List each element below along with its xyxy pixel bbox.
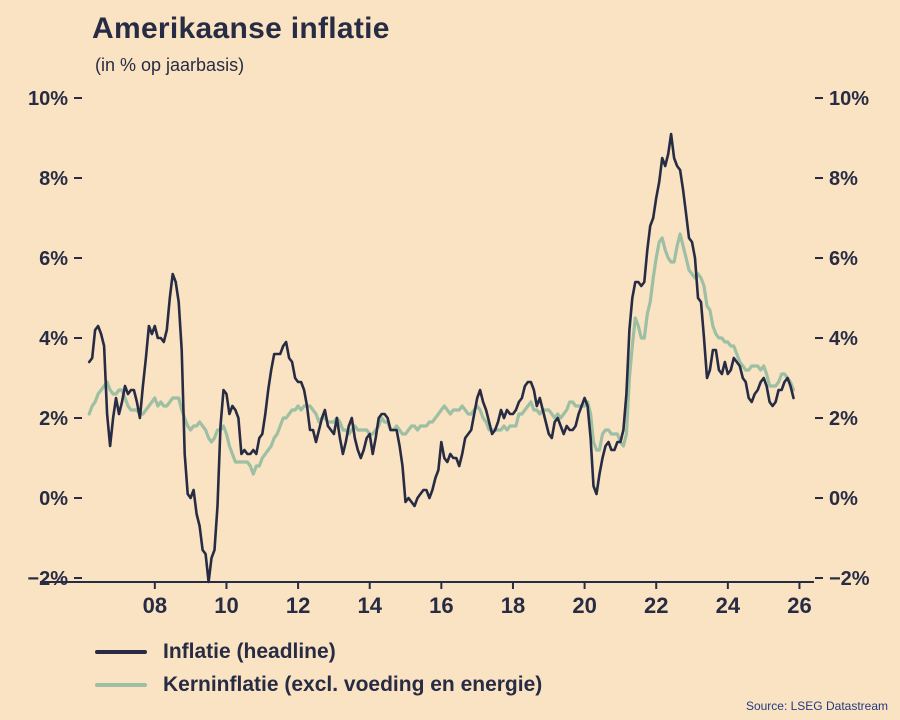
y-axis-right: 10% 8% 6% 4% 2% 0% −2%	[815, 88, 870, 590]
y-axis-tick-label: 4%	[39, 328, 68, 350]
y-axis-tick-label: 10%	[829, 88, 869, 110]
legend: Inflatie (headline) Kerninflatie (excl. …	[95, 640, 542, 697]
x-axis-tick-label: 14	[357, 593, 382, 618]
chart-subtitle: (in % op jaarbasis)	[95, 55, 245, 75]
x-axis-tick-label: 24	[716, 593, 741, 618]
headline-series-line	[87, 132, 795, 584]
x-axis-tick-label: 18	[501, 593, 525, 618]
x-axis-tick-label: 16	[429, 593, 453, 618]
y-axis-left: 10% 8% 6% 4% 2% 0% −2%	[27, 88, 82, 590]
x-axis-tick-label: 20	[572, 593, 596, 618]
y-axis-tick-label: 0%	[829, 488, 858, 510]
y-axis-tick-label: 8%	[829, 168, 858, 190]
x-axis-tick-label: 26	[787, 593, 811, 618]
y-axis-tick-label: 4%	[829, 328, 858, 350]
legend-swatch-headline	[95, 650, 147, 654]
y-axis-tick-label: 0%	[39, 488, 68, 510]
y-axis-tick-label: 6%	[39, 248, 68, 270]
x-axis: 08 10 12 14 16 18 20 22 24 26	[40, 581, 814, 618]
legend-label-core: Kerninflatie (excl. voeding en energie)	[163, 673, 543, 696]
legend-item-core: Kerninflatie (excl. voeding en energie)	[95, 673, 542, 697]
core-series-line	[87, 232, 796, 476]
x-axis-tick-label: 22	[644, 593, 668, 618]
y-axis-tick-label: 6%	[829, 248, 858, 270]
y-axis-tick-label: −2%	[829, 568, 870, 590]
plot-area: 08 10 12 14 16 18 20 22 24 26 10% 8% 6% 4% 2% 0% −2% 10% 8…	[27, 88, 870, 618]
x-axis-tick-label: 12	[286, 593, 310, 618]
x-axis-tick-label: 10	[214, 593, 238, 618]
y-axis-tick-label: 2%	[39, 408, 68, 430]
y-axis-tick-label: −2%	[27, 568, 68, 590]
x-axis-tick-label: 08	[143, 593, 167, 618]
source-note: Source: LSEG Datastream	[745, 699, 888, 713]
series-lines	[87, 132, 796, 584]
chart-title: Amerikaanse inflatie	[92, 12, 390, 45]
y-axis-tick-label: 8%	[39, 168, 68, 190]
legend-label-headline: Inflatie (headline)	[163, 640, 336, 663]
legend-swatch-core	[95, 683, 147, 687]
legend-item-headline: Inflatie (headline)	[95, 640, 542, 664]
y-axis-tick-label: 2%	[829, 408, 858, 430]
y-axis-tick-label: 10%	[28, 88, 68, 110]
